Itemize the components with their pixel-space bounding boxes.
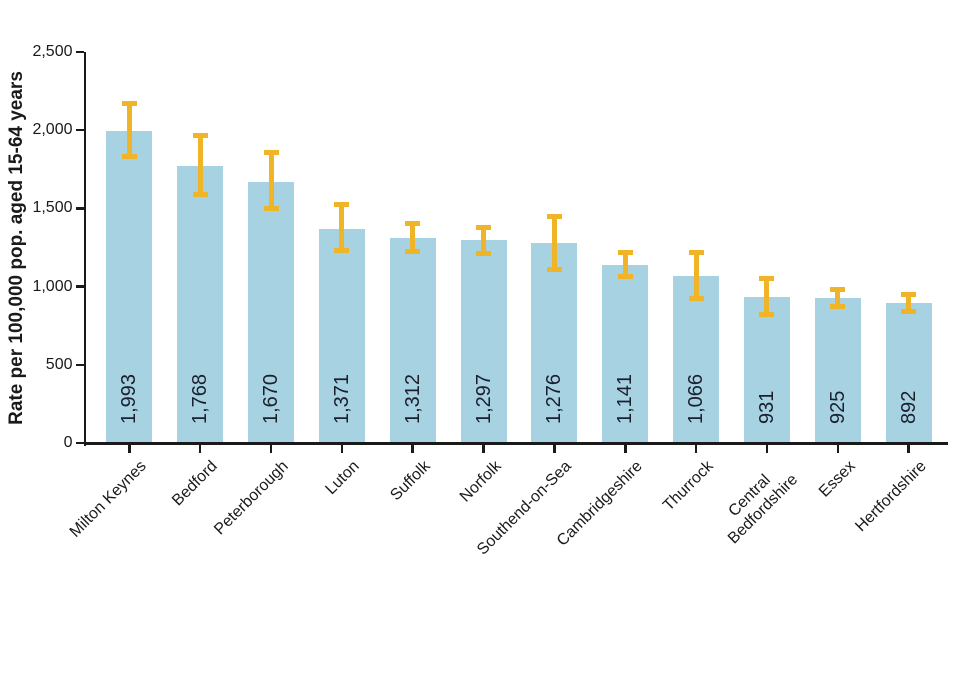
bar bbox=[460, 240, 507, 444]
error-bar-cap-bottom bbox=[617, 273, 633, 279]
error-bar-line bbox=[481, 227, 487, 254]
error-bar-cap-bottom bbox=[192, 191, 208, 197]
y-tick-label: 1,000 bbox=[32, 277, 73, 295]
x-tick bbox=[411, 444, 414, 453]
bar bbox=[177, 166, 224, 444]
x-tick bbox=[624, 444, 627, 453]
y-tick bbox=[75, 50, 84, 54]
error-bar-cap-top bbox=[688, 249, 704, 255]
y-tick bbox=[75, 441, 84, 445]
error-bar-cap-top bbox=[192, 133, 208, 139]
bar-value-label: 1,141 bbox=[614, 373, 637, 424]
bar bbox=[814, 298, 861, 444]
x-tick bbox=[694, 444, 698, 453]
x-category-label-text: Essex bbox=[815, 457, 859, 501]
error-bar-cap-bottom bbox=[830, 303, 846, 309]
bar bbox=[673, 276, 720, 444]
error-bar-cap-bottom bbox=[901, 309, 917, 315]
bar-chart: Rate per 100,000 pop. aged 15-64 years 1… bbox=[6, 43, 948, 559]
x-category-label-text: Thurrock bbox=[660, 457, 717, 515]
error-bar-cap-top bbox=[546, 213, 562, 219]
error-bar-line bbox=[906, 294, 912, 312]
bar-value-label: 1,297 bbox=[472, 373, 495, 424]
error-bar-cap-bottom bbox=[334, 248, 350, 254]
error-bar-line bbox=[693, 252, 699, 299]
y-tick bbox=[75, 285, 84, 288]
error-bar-cap-bottom bbox=[121, 154, 137, 160]
error-bar-line bbox=[339, 204, 345, 251]
x-category-label-text: Suffolk bbox=[387, 457, 434, 505]
bar-value-label: 1,312 bbox=[401, 373, 424, 424]
x-tick bbox=[836, 444, 840, 453]
bar-value-label: 892 bbox=[897, 390, 920, 424]
error-bar-cap-top bbox=[263, 149, 279, 155]
error-bar-cap-top bbox=[759, 276, 775, 282]
bar-value-label: 1,768 bbox=[189, 373, 212, 424]
y-tick-label: 1,500 bbox=[32, 199, 73, 217]
x-category-label-text: Luton bbox=[322, 457, 363, 499]
y-tick bbox=[75, 128, 84, 132]
y-tick-label: 500 bbox=[45, 355, 73, 373]
x-tick bbox=[765, 444, 769, 453]
bar bbox=[389, 237, 436, 444]
error-bar-cap-bottom bbox=[263, 205, 279, 211]
error-bar-line bbox=[622, 252, 628, 277]
y-tick-label: 2,000 bbox=[32, 121, 73, 139]
x-tick bbox=[907, 444, 910, 453]
bar-value-label: 931 bbox=[755, 390, 778, 424]
y-tick-label: 0 bbox=[63, 434, 73, 451]
x-tick bbox=[482, 444, 485, 453]
x-category-label-text: Bedford bbox=[169, 457, 221, 510]
error-bar-cap-top bbox=[334, 201, 350, 207]
error-bar-line bbox=[551, 216, 557, 270]
bar bbox=[106, 131, 153, 444]
y-tick-label: 2,500 bbox=[32, 43, 73, 60]
bar bbox=[531, 243, 578, 444]
x-tick bbox=[198, 444, 202, 453]
x-axis-line bbox=[83, 442, 948, 445]
error-bar-line bbox=[764, 278, 770, 315]
error-bar-line bbox=[197, 135, 203, 195]
bar-value-label: 1,066 bbox=[685, 373, 708, 424]
error-bar-line bbox=[835, 289, 841, 307]
bar-value-label: 1,371 bbox=[330, 373, 353, 424]
x-category-label-text: Hertfordshire bbox=[851, 457, 930, 536]
error-bar-cap-top bbox=[901, 291, 917, 297]
y-tick bbox=[75, 207, 84, 210]
error-bar-cap-bottom bbox=[546, 266, 562, 272]
error-bar-cap-bottom bbox=[759, 312, 775, 318]
error-bar-cap-top bbox=[405, 220, 421, 226]
x-tick bbox=[553, 444, 556, 453]
error-bar-cap-top bbox=[830, 287, 846, 293]
y-axis-line bbox=[83, 52, 86, 446]
error-bar-line bbox=[268, 152, 274, 209]
bar bbox=[318, 228, 365, 444]
error-bar-line bbox=[410, 223, 416, 252]
x-tick bbox=[340, 444, 344, 453]
y-tick bbox=[75, 363, 84, 367]
error-bar-cap-bottom bbox=[476, 251, 492, 257]
x-tick bbox=[128, 444, 131, 453]
error-bar-line bbox=[126, 103, 132, 157]
error-bar-cap-bottom bbox=[405, 248, 421, 254]
error-bar-cap-top bbox=[617, 250, 633, 256]
error-bar-cap-top bbox=[476, 225, 492, 231]
bar-value-label: 1,670 bbox=[260, 373, 282, 424]
bar-value-label: 1,993 bbox=[118, 373, 141, 424]
bar bbox=[602, 264, 649, 444]
error-bar-cap-top bbox=[121, 101, 137, 107]
bar-value-label: 925 bbox=[826, 390, 849, 424]
bar-value-label: 1,276 bbox=[543, 373, 566, 424]
bar bbox=[743, 297, 790, 444]
bar bbox=[248, 181, 294, 444]
error-bar-cap-bottom bbox=[688, 295, 704, 301]
x-tick bbox=[269, 444, 273, 453]
bar bbox=[885, 303, 932, 444]
x-category-label-text: Norfolk bbox=[456, 457, 505, 506]
